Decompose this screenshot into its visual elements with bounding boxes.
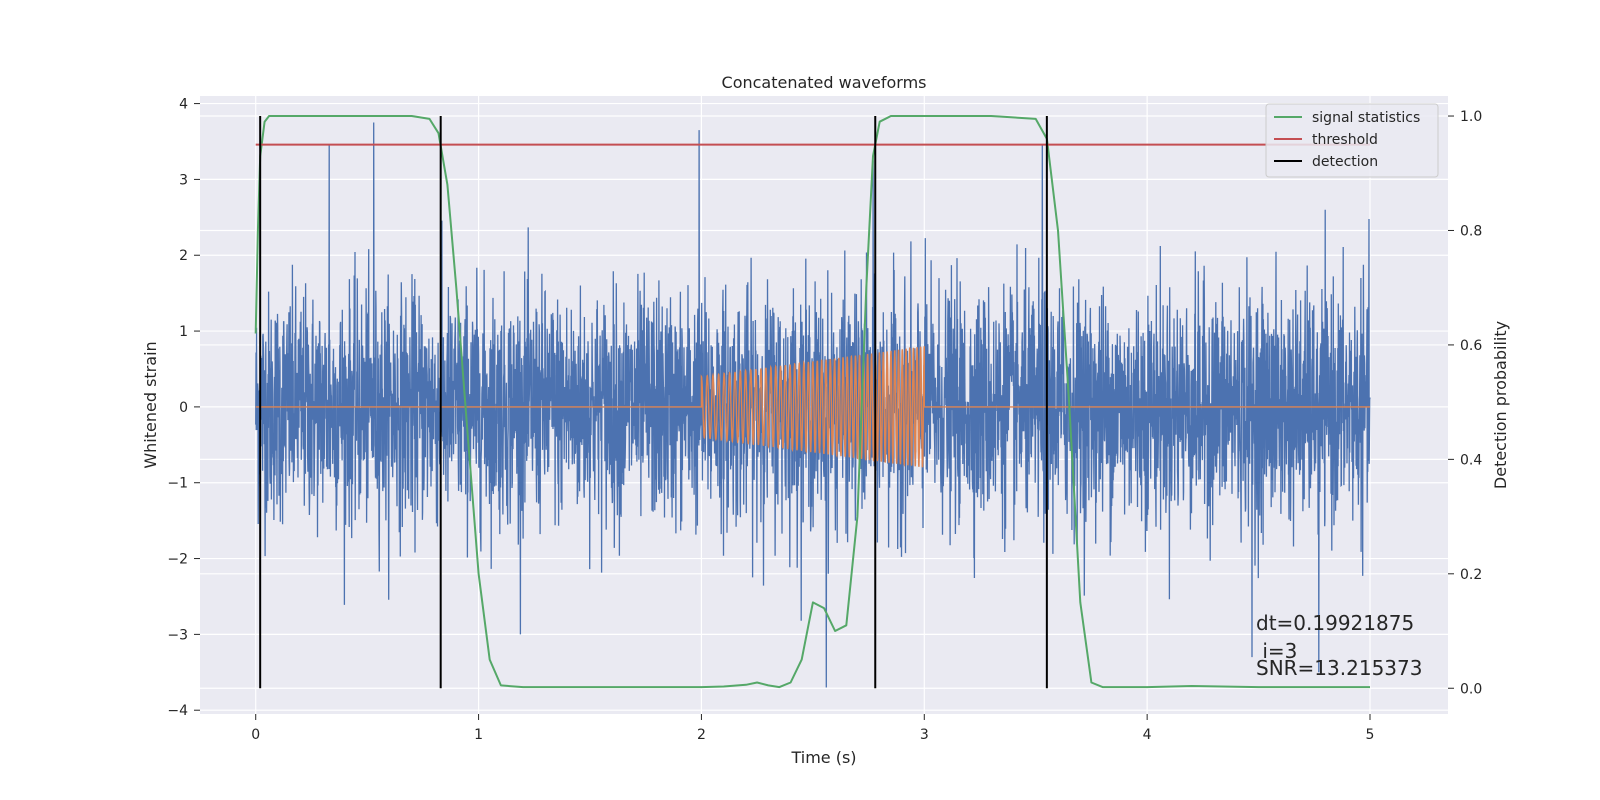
y-axis-label: Whitened strain bbox=[141, 341, 160, 468]
x-tick-label: 0 bbox=[251, 727, 260, 743]
y2-tick-label: 0.0 bbox=[1460, 681, 1482, 697]
x-axis-label: Time (s) bbox=[790, 748, 856, 767]
x-tick-label: 1 bbox=[474, 727, 483, 743]
injected-waveform-series bbox=[255, 346, 1370, 468]
injected-waveform-line bbox=[255, 346, 1370, 468]
y-tick-label: −4 bbox=[167, 703, 188, 719]
legend-label: threshold bbox=[1312, 132, 1378, 148]
y2-tick-label: 0.4 bbox=[1460, 452, 1482, 468]
ticks: 0 1 2 3 4 5 −4 −3 −2 −1 0 1 2 3 4 0.0 0.2 0.4 0.6 0.8 1.0 bbox=[167, 97, 1482, 743]
y-tick-label: 4 bbox=[179, 97, 188, 113]
x-tick-label: 5 bbox=[1366, 727, 1375, 743]
y-tick-label: 2 bbox=[179, 248, 188, 264]
legend: signal statistics threshold detection bbox=[1265, 103, 1439, 178]
legend-frame bbox=[1265, 103, 1439, 178]
x-tick-label: 3 bbox=[920, 727, 929, 743]
y2-axis-label: Detection probability bbox=[1491, 321, 1510, 489]
probability-layer bbox=[254, 115, 1370, 689]
signal-statistics-line bbox=[254, 115, 1370, 689]
y-tick-label: −3 bbox=[167, 627, 188, 643]
y-tick-label: 0 bbox=[179, 400, 188, 416]
y2-tick-label: 0.6 bbox=[1460, 338, 1482, 354]
y2-tick-label: 1.0 bbox=[1460, 109, 1482, 125]
y-tick-label: 1 bbox=[179, 324, 188, 340]
annotation-snr: SNR=13.215373 bbox=[1256, 656, 1422, 680]
x-tick-label: 4 bbox=[1143, 727, 1152, 743]
y2-tick-label: 0.8 bbox=[1460, 223, 1482, 239]
y2-tick-label: 0.2 bbox=[1460, 567, 1482, 583]
legend-label: signal statistics bbox=[1312, 110, 1420, 126]
chart-title: Concatenated waveforms bbox=[722, 73, 927, 92]
annotation-index: i=3 bbox=[1256, 639, 1297, 663]
y-tick-label: −1 bbox=[167, 476, 188, 492]
legend-label: detection bbox=[1312, 154, 1378, 170]
x-tick-label: 2 bbox=[697, 727, 706, 743]
y-tick-label: −2 bbox=[167, 552, 188, 568]
y-tick-label: 3 bbox=[179, 172, 188, 188]
annotation-dt: dt=0.19921875 bbox=[1256, 611, 1414, 635]
